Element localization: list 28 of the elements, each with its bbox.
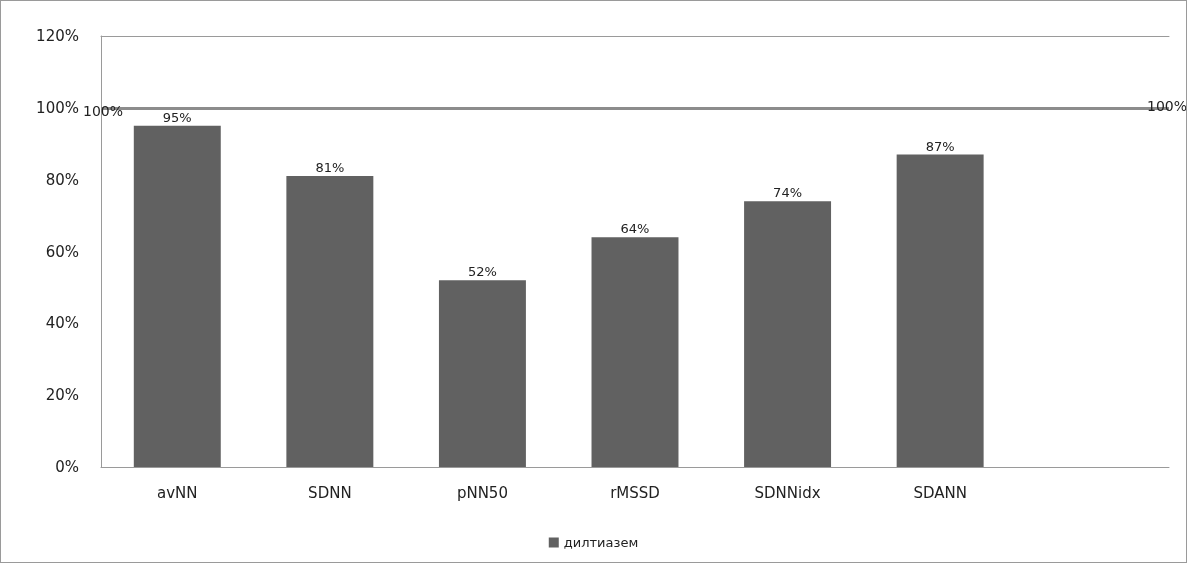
x-tick-label: pNN50 [456,483,508,502]
legend-label: дилтиазем [563,535,639,550]
data-label: 52% [467,264,497,280]
y-tick-label: 40% [45,314,79,333]
bar [591,237,679,467]
y-tick-label: 20% [45,386,79,405]
x-tick-label: SDANN [913,483,967,502]
data-label: 81% [315,160,345,176]
x-tick-label: SDNNidx [754,483,821,502]
data-label: 74% [773,185,803,201]
bar [133,125,221,467]
x-tick-label: avNN [157,483,198,502]
bar [744,201,832,467]
data-label: 87% [925,138,955,154]
y-tick-label: 80% [45,170,79,189]
x-tick-label: SDNN [308,483,352,502]
bar [438,280,526,467]
y-tick-label: 100% [36,98,79,117]
bar [896,154,984,467]
y-tick-label: 60% [45,242,79,261]
y-tick-label: 120% [36,27,79,45]
data-label: 95% [162,109,192,125]
ref-line-label: 100% [83,102,124,119]
bar [286,176,374,467]
text: 100% [1146,97,1187,114]
y-tick-label: 0% [55,458,79,476]
x-tick-label: rMSSD [610,483,660,502]
data-label: 64% [620,221,650,237]
